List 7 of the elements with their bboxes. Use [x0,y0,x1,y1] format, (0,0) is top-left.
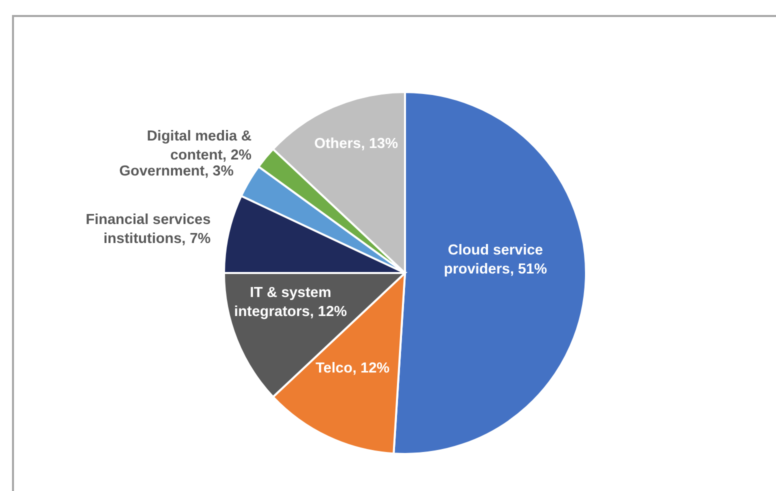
slice-label: Telco, 12% [316,360,390,376]
slice-label: Digital media & content, 2% [146,128,252,164]
slice-label: Government, 3% [119,164,234,180]
slice-label: Financial services institutions, 7% [86,212,211,248]
slice-label: Others, 13% [314,136,398,152]
slice-label: Cloud service providers, 51% [444,242,548,278]
slice-label: IT & system integrators, 12% [234,284,348,320]
